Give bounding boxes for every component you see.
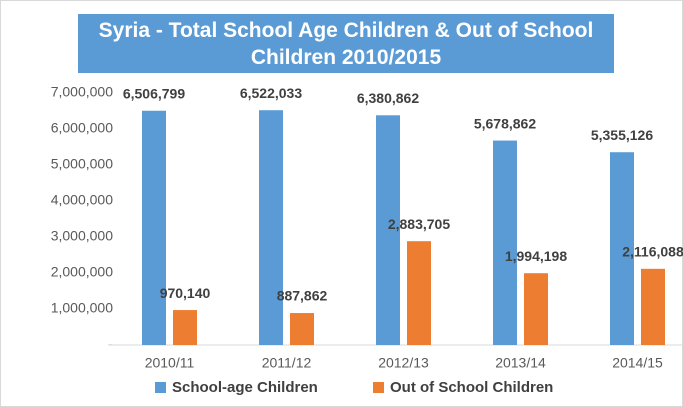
y-tick-label: 5,000,000 <box>51 156 113 172</box>
value-label: 5,355,126 <box>591 127 653 143</box>
value-label: 2,116,088 <box>622 244 683 260</box>
bar <box>290 313 314 345</box>
chart-title: Syria - Total School Age Children & Out … <box>78 14 614 73</box>
value-label: 1,994,198 <box>505 248 567 264</box>
y-tick-label: 7,000,000 <box>51 84 113 100</box>
y-tick-label: - <box>108 336 113 352</box>
bar <box>641 268 665 345</box>
value-label: 6,380,862 <box>357 90 419 106</box>
y-tick-label: 2,000,000 <box>51 264 113 280</box>
value-label: 5,678,862 <box>474 115 536 131</box>
value-label: 2,883,705 <box>388 216 450 232</box>
value-label: 887,862 <box>277 288 328 304</box>
legend-swatch <box>373 382 384 393</box>
legend-swatch <box>155 382 166 393</box>
value-label: 970,140 <box>160 285 211 301</box>
bar <box>376 115 400 345</box>
bar <box>407 241 431 345</box>
y-tick-label: 3,000,000 <box>51 228 113 244</box>
x-tick-label: 2014/15 <box>612 355 663 371</box>
bar <box>524 273 548 345</box>
x-tick-label: 2011/12 <box>262 355 312 371</box>
bar <box>493 140 517 345</box>
legend-label: Out of School Children <box>390 379 553 396</box>
x-tick-label: 2012/13 <box>378 355 429 371</box>
legend-label: School-age Children <box>172 379 318 396</box>
y-tick-label: 4,000,000 <box>51 192 113 208</box>
value-label: 6,522,033 <box>240 85 302 101</box>
y-tick-label: 6,000,000 <box>51 120 113 136</box>
x-tick-label: 2010/11 <box>145 355 195 371</box>
bar <box>173 310 197 345</box>
value-label: 6,506,799 <box>123 85 185 101</box>
bar <box>610 152 634 345</box>
bar <box>259 110 283 345</box>
x-tick-label: 2013/14 <box>495 355 546 371</box>
bar <box>142 110 166 345</box>
y-tick-label: 1,000,000 <box>51 300 113 316</box>
